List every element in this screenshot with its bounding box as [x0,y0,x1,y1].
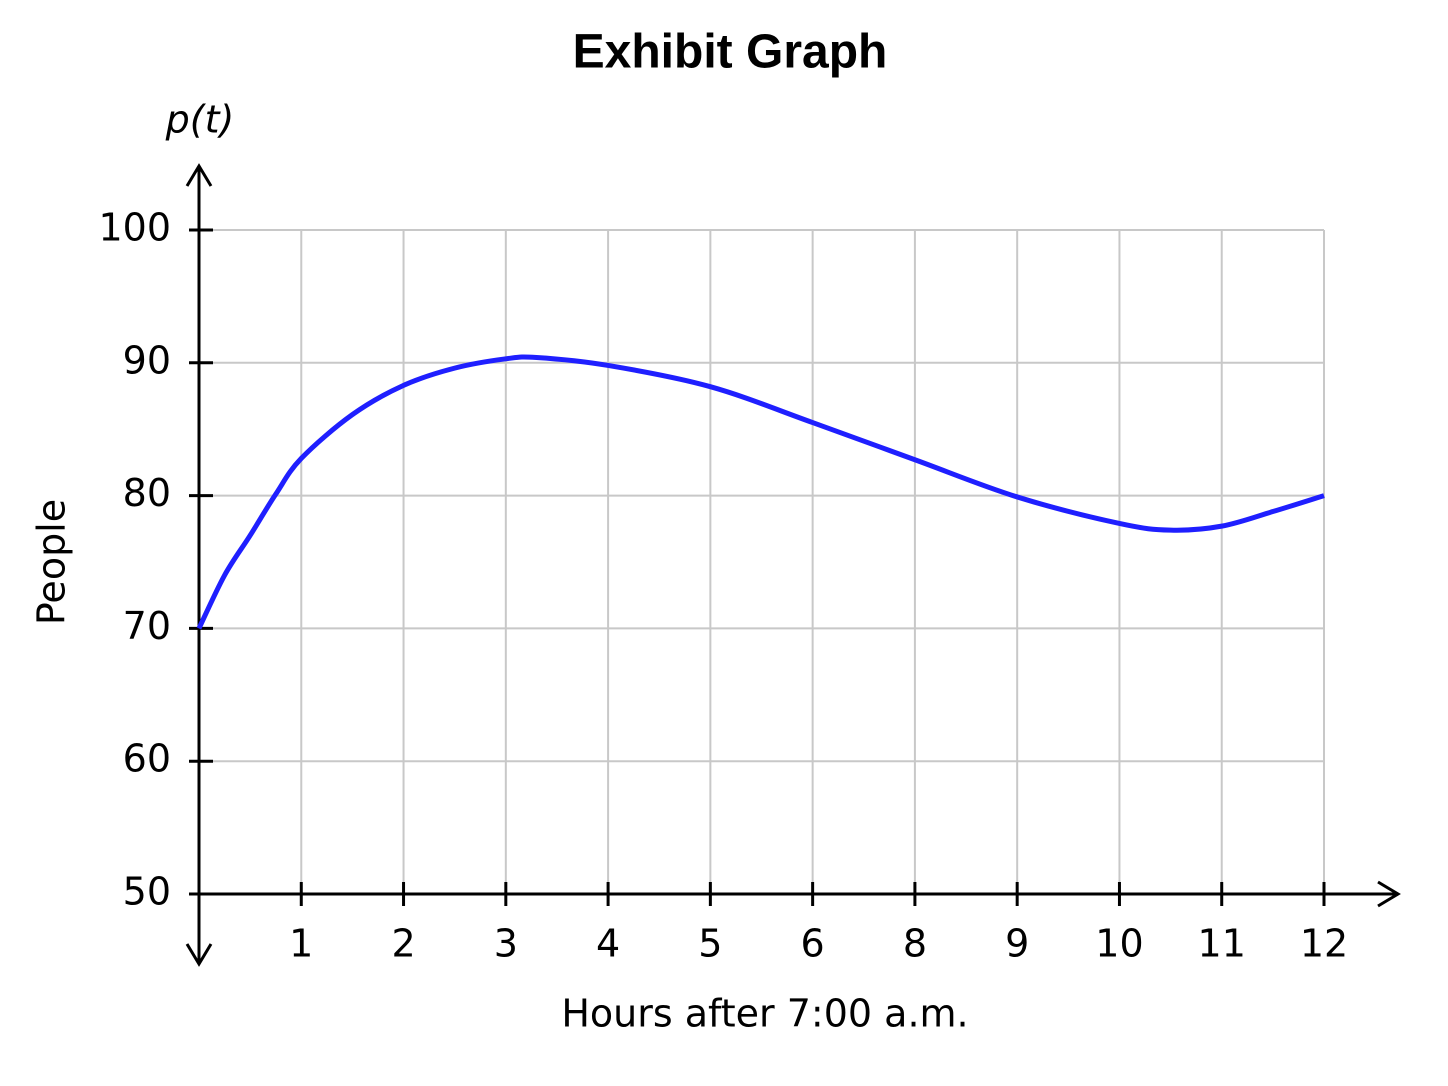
x-tick-label: 10 [1095,922,1143,966]
y-axis-arrows [185,163,213,967]
x-tick-label: 8 [903,922,927,966]
y-tick-label: 60 [123,737,171,781]
y-axis-symbol: p(t) [165,98,235,142]
x-tick-label: 1 [289,922,313,966]
x-axis-label: Hours after 7:00 a.m. [561,992,968,1036]
x-axis-arrow [1377,880,1401,908]
x-tick-label: 2 [391,922,415,966]
line [196,354,1325,630]
y-axis-label: People [30,499,74,625]
x-tick-label: 9 [1005,922,1029,966]
x-tick-label: 5 [698,922,722,966]
y-tick-label: 50 [123,870,171,914]
y-tick-label: 100 [98,206,171,250]
x-tick-label: 6 [801,922,825,966]
x-tick-label: 11 [1198,922,1246,966]
x-tick-label: 12 [1300,922,1348,966]
y-tick-label: 80 [123,471,171,515]
y-tick-label: 70 [123,604,171,648]
x-tick-label: 3 [494,922,518,966]
chart-title: Exhibit Graph [573,26,888,79]
x-tick-label: 4 [596,922,620,966]
y-tick-label: 90 [123,338,171,382]
